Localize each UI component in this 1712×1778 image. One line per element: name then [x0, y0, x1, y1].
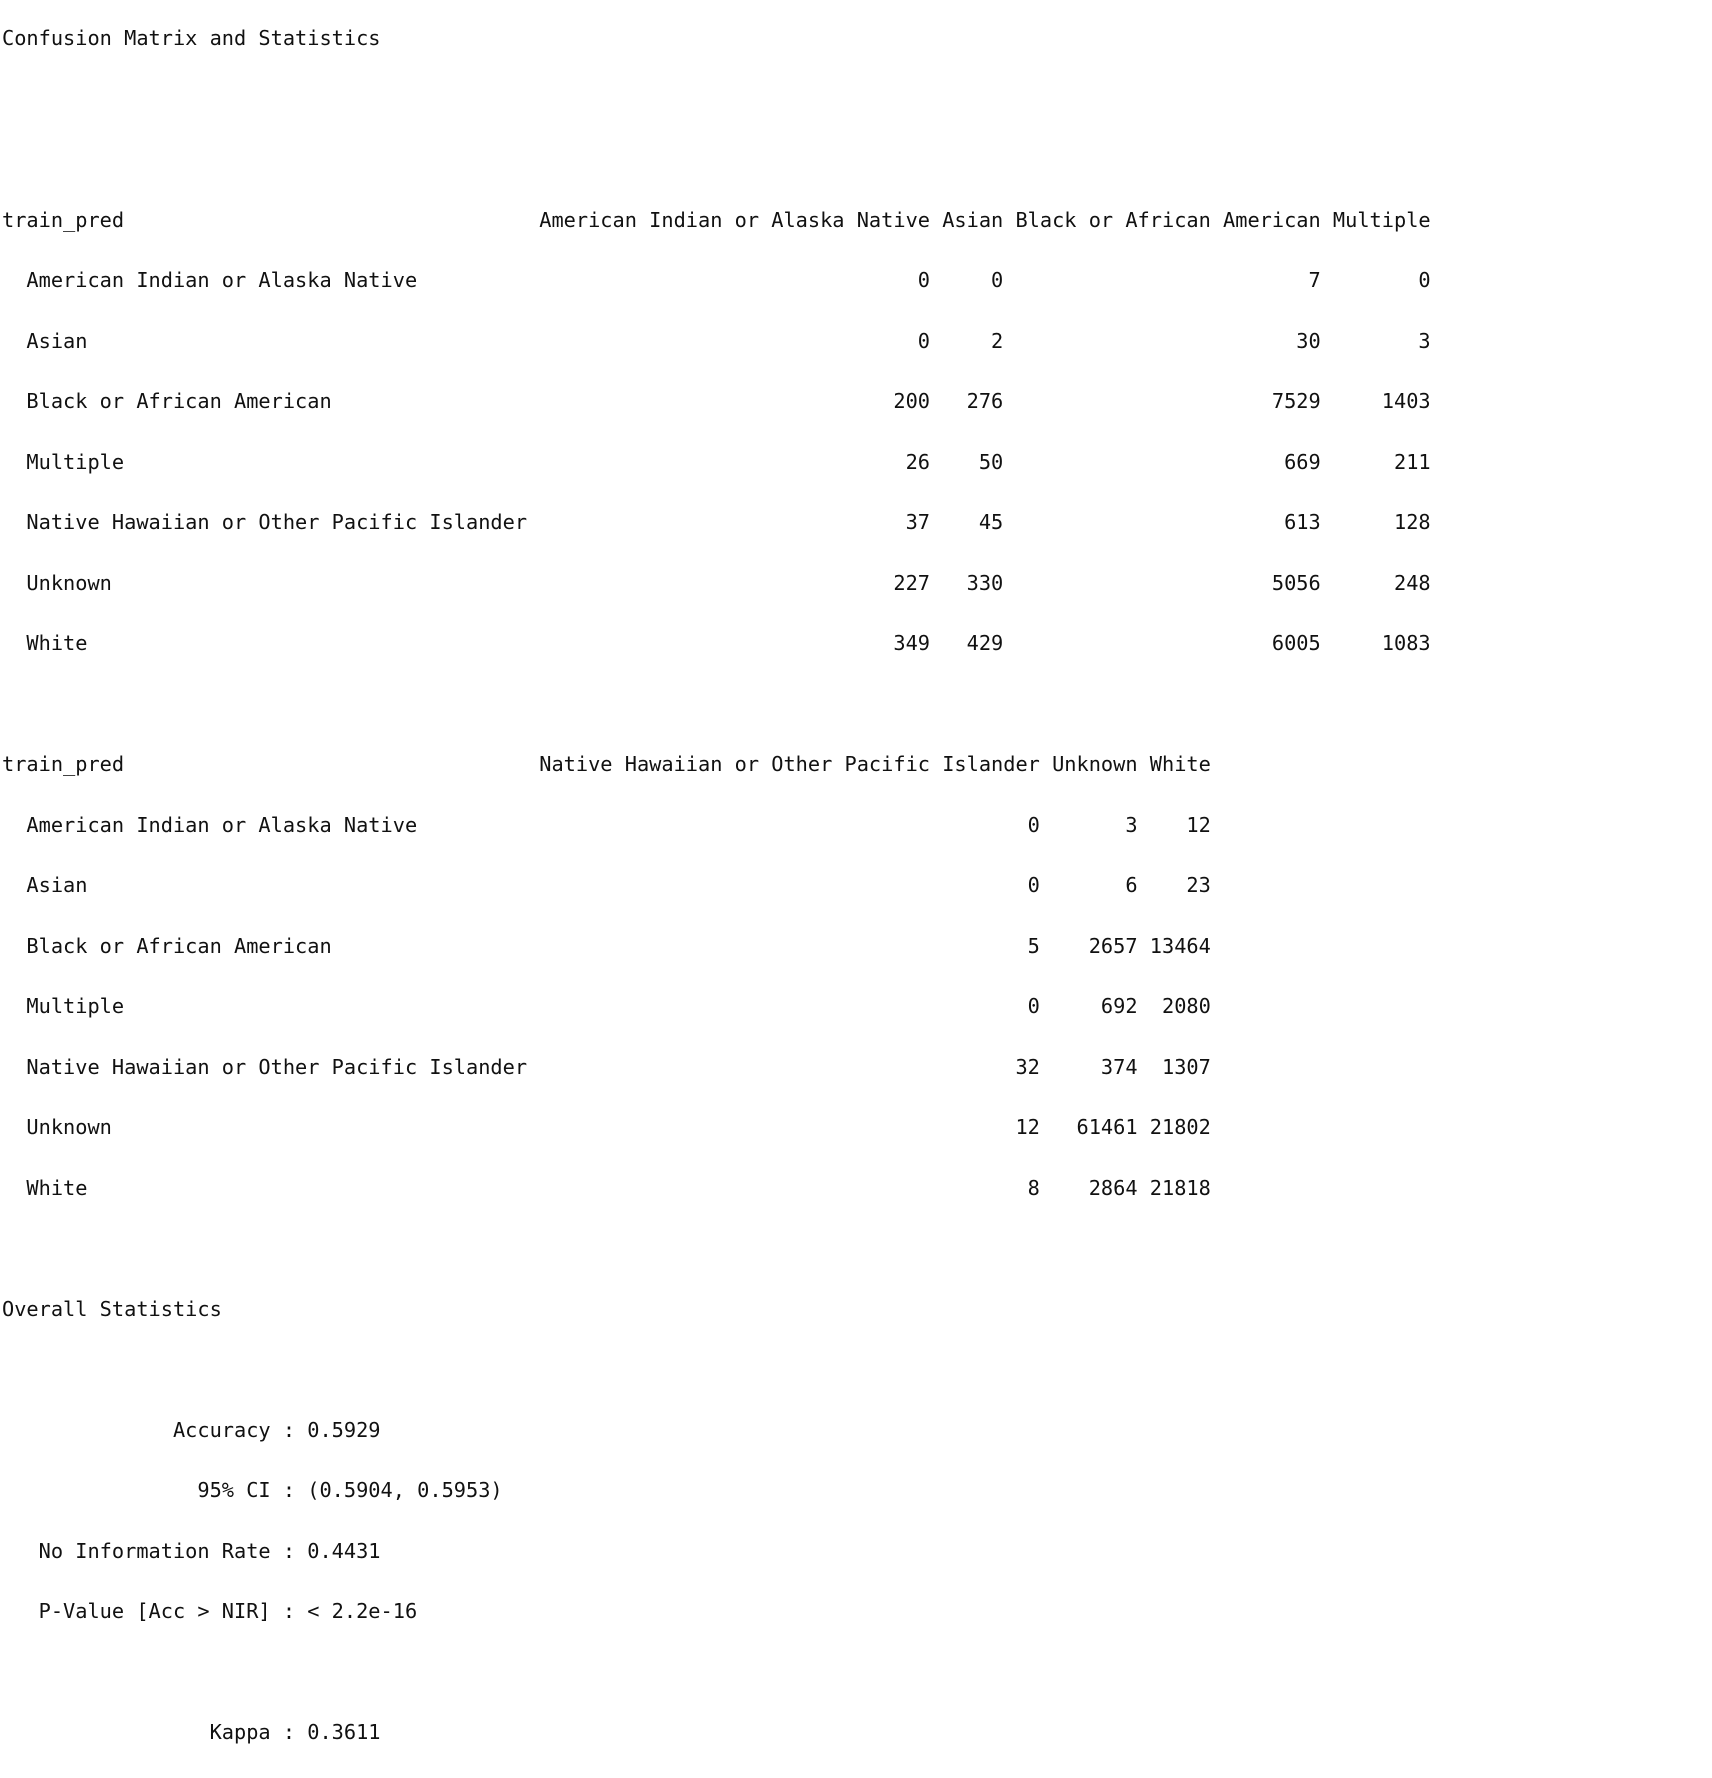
matrix2-row: Asian 0 6 23: [2, 873, 1211, 897]
matrix1-row: Native Hawaiian or Other Pacific Islande…: [2, 510, 1431, 534]
matrix1-row: Asian 0 2 30 3: [2, 328, 1431, 353]
matrix2-row: Native Hawaiian or Other Pacific Islande…: [2, 1054, 1211, 1079]
matrix2-row: American Indian or Alaska Native 0 3 12: [2, 812, 1211, 837]
matrix1-row: White 349 429 6005 1083: [2, 631, 1431, 655]
blank-line: [2, 84, 1431, 114]
blank-line: [2, 689, 1431, 719]
matrix1-row: American Indian or Alaska Native 0 0 7 0: [2, 268, 1431, 292]
matrix2-row: Multiple 0 692 2080: [2, 994, 1211, 1018]
matrix1-row: Black or African American 200 276 7529 1…: [2, 389, 1431, 413]
matrix2-header: train_pred Native Hawaiian or Other Paci…: [2, 752, 1211, 776]
stat-line: Kappa : 0.3611: [2, 1720, 381, 1744]
matrix1-row: Multiple 26 50 669 211: [2, 449, 1431, 474]
blank-line: [2, 144, 1431, 174]
console-output: Confusion Matrix and Statistics train_pr…: [2, 23, 1431, 1778]
page-title: Confusion Matrix and Statistics: [2, 26, 381, 50]
stat-line: P-Value [Acc > NIR] : < 2.2e-16: [2, 1599, 418, 1623]
matrix2-row: Unknown 12 61461 21802: [2, 1115, 1211, 1139]
blank-line: [2, 1233, 1431, 1263]
matrix2-row: White 8 2864 21818: [2, 1175, 1211, 1200]
matrix1-row: Unknown 227 330 5056 248: [2, 570, 1431, 595]
stat-line: Accuracy : 0.5929: [2, 1417, 381, 1442]
matrix2-row: Black or African American 5 2657 13464: [2, 933, 1211, 958]
stat-line: 95% CI : (0.5904, 0.5953): [2, 1478, 503, 1502]
overall-heading: Overall Statistics: [2, 1296, 222, 1321]
blank-line: [2, 1354, 1431, 1384]
stat-line: No Information Rate : 0.4431: [2, 1538, 381, 1563]
matrix1-header: train_pred American Indian or Alaska Nat…: [2, 207, 1431, 232]
stat-line: [2, 1657, 1431, 1687]
